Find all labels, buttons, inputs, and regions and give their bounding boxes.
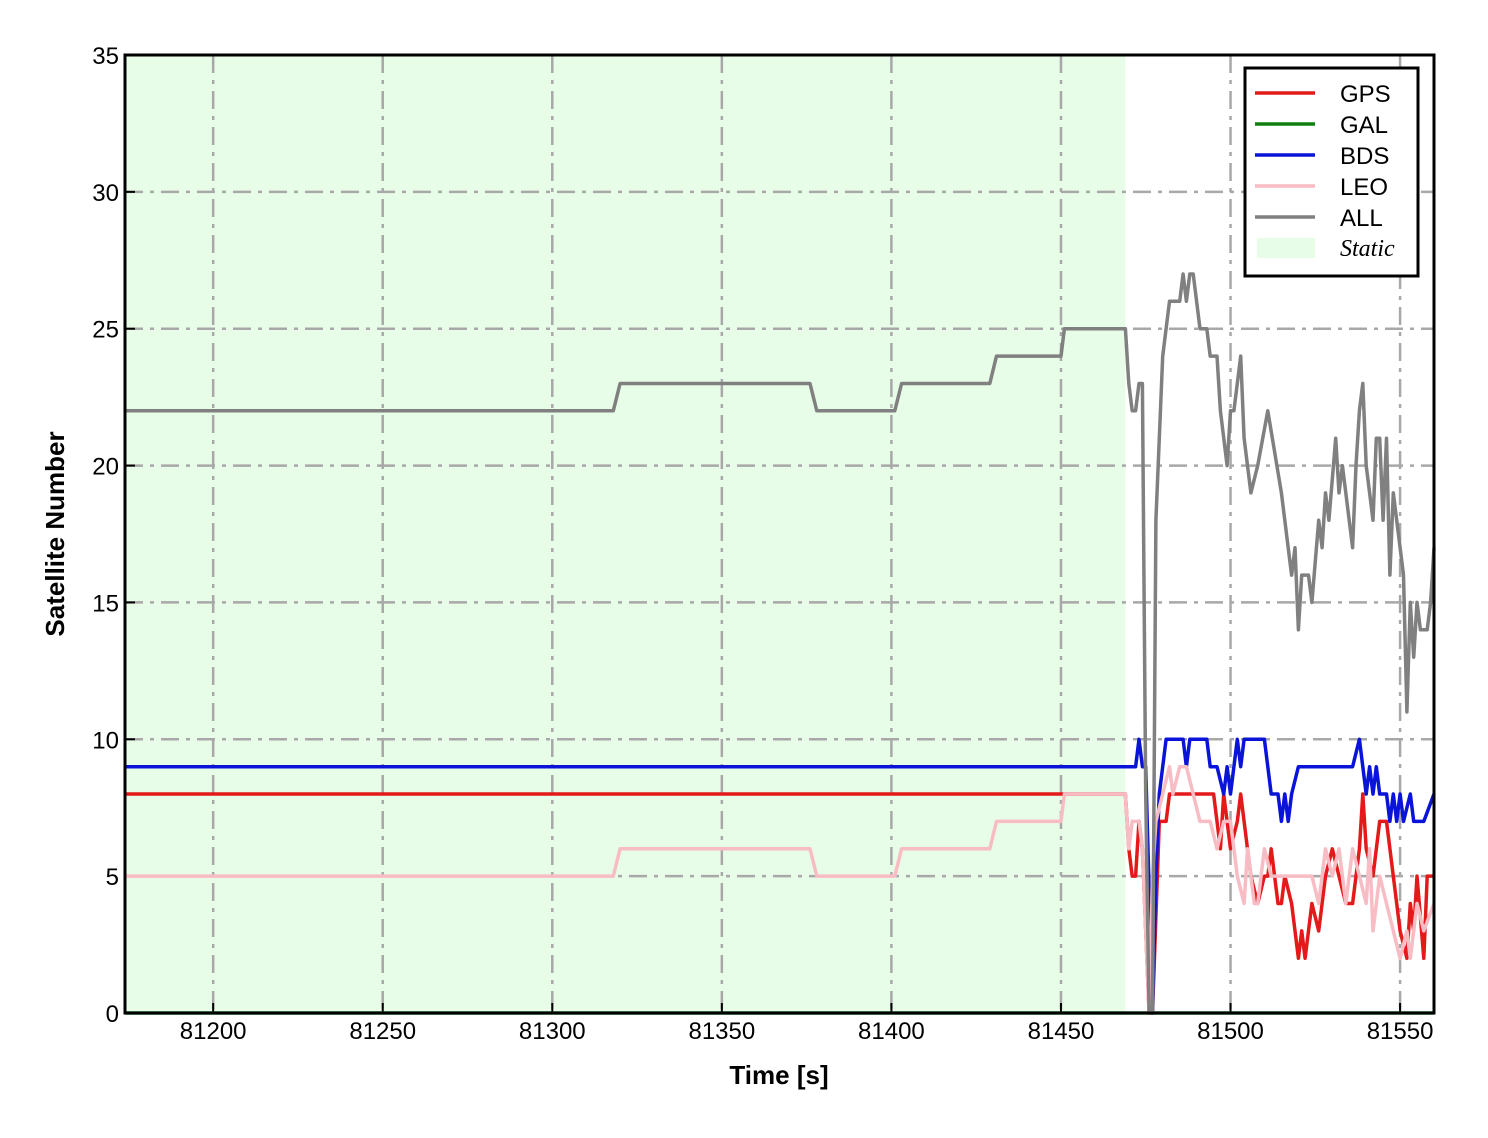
legend-label: LEO	[1340, 174, 1388, 201]
x-tick-label: 81300	[519, 1018, 586, 1045]
static-region	[125, 55, 1126, 1013]
x-tick-label: 81550	[1367, 1018, 1434, 1045]
series-line	[125, 737, 1436, 1015]
legend-label: Static	[1340, 236, 1395, 262]
plot-frame	[123, 53, 1436, 1015]
legend-label: GPS	[1340, 81, 1391, 108]
x-tick-label: 81250	[349, 1018, 416, 1045]
x-tick-label: 81450	[1028, 1018, 1095, 1045]
x-tick-label: 81500	[1197, 1018, 1264, 1045]
legend-swatch	[1257, 238, 1315, 258]
legend-label: BDS	[1340, 143, 1389, 170]
legend-label: GAL	[1340, 112, 1388, 139]
y-tick-label: 35	[92, 43, 119, 70]
legend-label: ALL	[1340, 205, 1383, 232]
x-tick-label: 81200	[180, 1018, 247, 1045]
x-tick-label: 81400	[858, 1018, 925, 1045]
x-axis-label: Time [s]	[729, 1060, 828, 1090]
series-line	[125, 272, 1436, 1015]
x-tick-label: 81350	[688, 1018, 755, 1045]
y-axis-label: Satellite Number	[40, 431, 70, 636]
y-tick-label: 25	[92, 317, 119, 344]
series-line	[125, 764, 1436, 1015]
y-tick-label: 10	[92, 727, 119, 754]
y-tick-label: 20	[92, 454, 119, 481]
y-tick-label: 15	[92, 590, 119, 617]
y-tick-label: 0	[106, 1001, 119, 1028]
y-tick-label: 5	[106, 864, 119, 891]
y-tick-label: 30	[92, 180, 119, 207]
